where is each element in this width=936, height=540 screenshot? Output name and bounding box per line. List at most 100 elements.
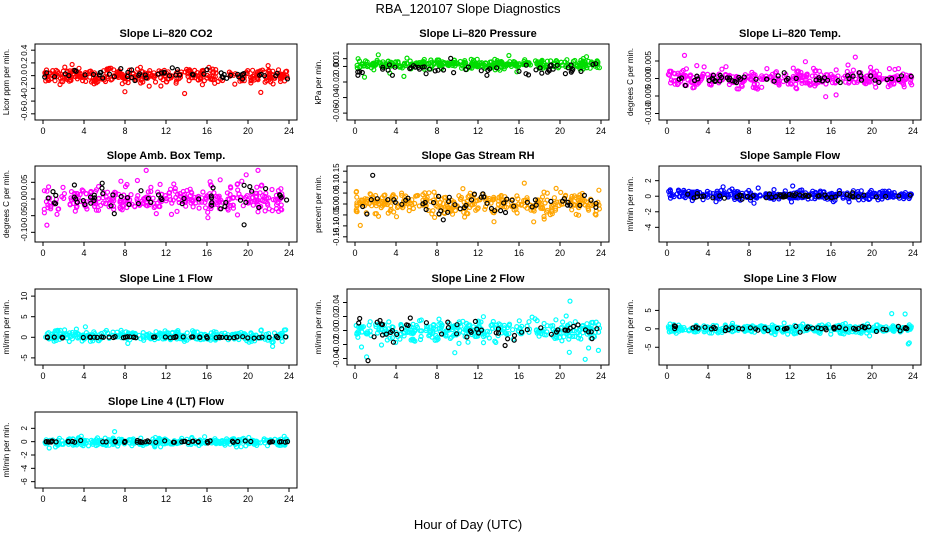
- data-point: [215, 440, 221, 446]
- data-point: [263, 190, 269, 196]
- data-point: [571, 193, 578, 199]
- data-point: [544, 58, 551, 64]
- data-point: [44, 70, 50, 76]
- y-tick-label: 0.005: [644, 50, 653, 71]
- data-point: [520, 61, 526, 68]
- data-point: [680, 67, 686, 74]
- data-point: [473, 207, 479, 213]
- data-point: [810, 65, 817, 72]
- data-point: [235, 187, 241, 193]
- data-point: [725, 192, 732, 198]
- data-point: [568, 62, 574, 68]
- x-tick-label: 16: [826, 126, 836, 136]
- data-point: [170, 439, 176, 445]
- data-point: [122, 89, 128, 95]
- data-point: [503, 62, 509, 68]
- data-point: [391, 209, 397, 215]
- y-tick-label: -5: [20, 354, 29, 362]
- data-point: [490, 197, 496, 203]
- data-point: [769, 322, 775, 328]
- data-point: [385, 326, 391, 332]
- data-point: [204, 66, 210, 73]
- data-point: [267, 70, 273, 76]
- data-point: [217, 198, 223, 204]
- data-point: [889, 311, 895, 317]
- x-tick-label: 24: [596, 248, 606, 258]
- data-point: [558, 330, 564, 336]
- data-point: [672, 323, 679, 330]
- data-point: [390, 192, 396, 198]
- data-point: [476, 62, 482, 68]
- data-point: [464, 210, 470, 216]
- y-axis-label: Licor ppm per min.: [2, 49, 11, 115]
- data-point: [470, 59, 476, 66]
- data-point: [424, 194, 430, 200]
- data-point: [440, 67, 447, 73]
- data-point: [436, 211, 442, 217]
- data-point: [385, 197, 391, 203]
- data-point: [43, 439, 49, 445]
- data-point: [494, 65, 500, 71]
- data-point: [791, 193, 798, 199]
- data-point: [896, 76, 902, 83]
- data-point: [213, 66, 219, 73]
- panel-title: Slope Sample Flow: [740, 150, 841, 162]
- data-point: [255, 209, 261, 215]
- data-point: [41, 188, 48, 194]
- data-point: [681, 325, 687, 331]
- data-point: [212, 74, 218, 80]
- data-point: [682, 82, 689, 89]
- data-point: [577, 192, 583, 198]
- data-point: [493, 339, 499, 345]
- data-point: [559, 198, 566, 204]
- data-point: [420, 201, 426, 207]
- x-tick-label: 12: [161, 248, 171, 258]
- data-point: [579, 197, 585, 203]
- data-point: [502, 209, 509, 216]
- data-point: [502, 342, 508, 349]
- data-point: [575, 322, 581, 328]
- data-point: [666, 68, 673, 74]
- data-point: [524, 327, 530, 333]
- data-point: [710, 72, 717, 78]
- data-point: [241, 70, 247, 77]
- y-tick-label: 0.04: [332, 294, 341, 310]
- data-point: [431, 189, 437, 195]
- data-point: [118, 193, 124, 200]
- data-point: [754, 81, 760, 87]
- data-point: [398, 323, 404, 329]
- x-tick-label: 20: [555, 126, 565, 136]
- data-point: [273, 333, 280, 339]
- x-tick-label: 24: [284, 248, 294, 258]
- data-point: [667, 80, 674, 86]
- y-tick-label: 5: [20, 314, 29, 319]
- data-point: [504, 325, 510, 331]
- data-point: [585, 58, 592, 64]
- y-tick-label: 0: [644, 193, 653, 198]
- data-point: [846, 199, 852, 205]
- data-point: [456, 340, 462, 346]
- data-point: [704, 71, 711, 78]
- data-point: [262, 440, 268, 446]
- data-point: [842, 73, 848, 79]
- data-point: [559, 338, 565, 344]
- x-tick-label: 20: [867, 248, 877, 258]
- data-point: [454, 322, 460, 328]
- data-point: [833, 92, 839, 98]
- y-tick-label: 0: [20, 335, 29, 340]
- x-tick-label: 4: [705, 371, 710, 381]
- data-point: [432, 337, 438, 343]
- y-tick-label: 0.15: [332, 163, 341, 179]
- data-point: [539, 70, 545, 76]
- data-point: [792, 330, 798, 336]
- data-point: [552, 335, 558, 341]
- x-tick-label: 24: [596, 371, 606, 381]
- data-point: [61, 191, 68, 197]
- data-point: [548, 331, 555, 337]
- data-point: [90, 71, 97, 78]
- data-point: [428, 324, 434, 330]
- data-point: [177, 191, 183, 197]
- data-point: [713, 199, 719, 205]
- data-point: [245, 67, 251, 74]
- data-point: [861, 80, 867, 86]
